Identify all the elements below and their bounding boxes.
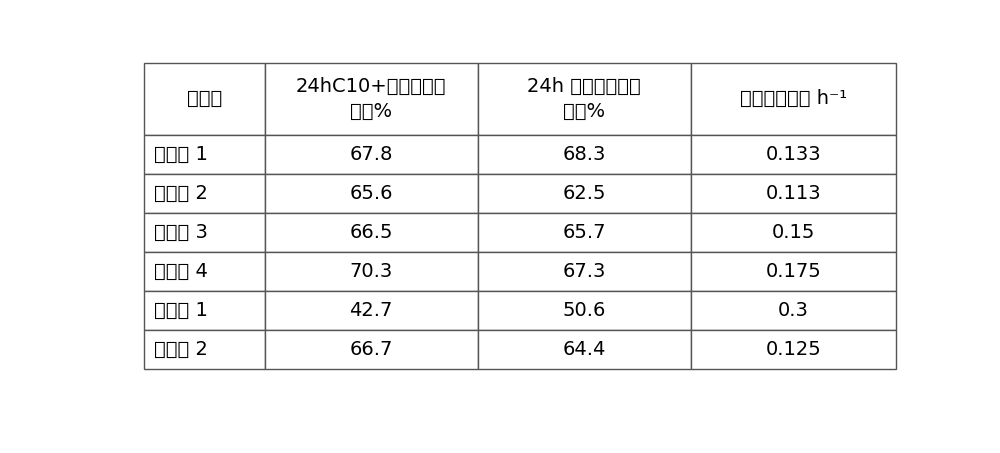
Bar xyxy=(478,135,691,173)
Bar xyxy=(691,330,896,369)
Text: 62.5: 62.5 xyxy=(562,183,606,202)
Bar xyxy=(264,135,478,173)
Text: 65.6: 65.6 xyxy=(349,183,393,202)
Bar xyxy=(264,330,478,369)
Bar xyxy=(478,63,691,135)
Bar xyxy=(144,173,264,213)
Bar xyxy=(691,291,896,330)
Bar xyxy=(691,252,896,291)
Bar xyxy=(264,252,478,291)
Text: 对比例 1: 对比例 1 xyxy=(154,301,208,320)
Bar xyxy=(264,291,478,330)
Text: 68.3: 68.3 xyxy=(562,145,606,164)
Bar xyxy=(264,213,478,252)
Bar xyxy=(144,252,264,291)
Text: 催化剂 3: 催化剂 3 xyxy=(154,223,208,242)
Bar xyxy=(144,63,264,135)
Text: 0.113: 0.113 xyxy=(766,183,821,202)
Text: 66.7: 66.7 xyxy=(349,340,393,359)
Text: 0.175: 0.175 xyxy=(766,262,821,281)
Text: 失活速率因子 h⁻¹: 失活速率因子 h⁻¹ xyxy=(740,89,847,108)
Text: 催化剂 4: 催化剂 4 xyxy=(154,262,208,281)
Text: 催化剂 2: 催化剂 2 xyxy=(154,183,208,202)
Bar xyxy=(691,135,896,173)
Text: 对比例 2: 对比例 2 xyxy=(154,340,208,359)
Bar xyxy=(144,135,264,173)
Text: 0.133: 0.133 xyxy=(766,145,821,164)
Text: 0.3: 0.3 xyxy=(778,301,809,320)
Text: 24h 轻质芳烃选择
性，%: 24h 轻质芳烃选择 性，% xyxy=(527,77,641,121)
Bar xyxy=(144,291,264,330)
Text: 0.15: 0.15 xyxy=(772,223,815,242)
Bar xyxy=(691,213,896,252)
Bar xyxy=(264,63,478,135)
Text: 67.3: 67.3 xyxy=(562,262,606,281)
Bar xyxy=(478,213,691,252)
Bar xyxy=(478,173,691,213)
Text: 催化剂 1: 催化剂 1 xyxy=(154,145,208,164)
Bar xyxy=(264,173,478,213)
Bar xyxy=(478,252,691,291)
Bar xyxy=(691,173,896,213)
Text: 42.7: 42.7 xyxy=(349,301,393,320)
Text: 65.7: 65.7 xyxy=(562,223,606,242)
Text: 66.5: 66.5 xyxy=(349,223,393,242)
Bar xyxy=(144,213,264,252)
Text: 70.3: 70.3 xyxy=(349,262,393,281)
Bar xyxy=(478,291,691,330)
Bar xyxy=(691,63,896,135)
Text: 24hC10+重芳烃转化
率，%: 24hC10+重芳烃转化 率，% xyxy=(296,77,446,121)
Text: 50.6: 50.6 xyxy=(562,301,606,320)
Text: 催化剂: 催化剂 xyxy=(187,89,222,108)
Text: 0.125: 0.125 xyxy=(766,340,821,359)
Text: 64.4: 64.4 xyxy=(562,340,606,359)
Bar xyxy=(478,330,691,369)
Text: 67.8: 67.8 xyxy=(349,145,393,164)
Bar xyxy=(144,330,264,369)
